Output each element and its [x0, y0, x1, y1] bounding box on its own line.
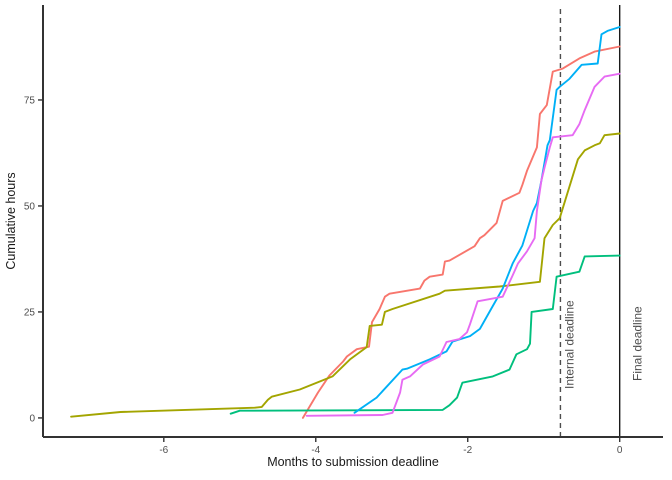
plot-area: -6 -4 -2 0 0 25 50 75 Internal deadline Final dea…	[24, 5, 663, 456]
series-line-project-olive	[70, 132, 621, 418]
x-tick-label: -4	[311, 445, 320, 456]
final-deadline-label: Final deadline	[631, 306, 645, 381]
y-tick-label: 75	[24, 95, 36, 106]
y-tick-label: 0	[29, 413, 35, 424]
y-tick-label: 25	[24, 307, 36, 318]
y-tick-label: 50	[24, 201, 36, 212]
series-line-project-magenta	[305, 72, 621, 417]
internal-deadline-label: Internal deadline	[562, 300, 576, 389]
series-line-project-red	[301, 45, 621, 419]
x-tick-label: -6	[159, 445, 168, 456]
series-line-project-blue	[353, 26, 621, 414]
series-line-project-green	[229, 254, 621, 415]
y-axis-title: Cumulative hours	[4, 172, 18, 269]
x-axis-title: Months to submission deadline	[267, 455, 439, 469]
x-tick-label: 0	[617, 445, 623, 456]
x-tick-label: -2	[463, 445, 472, 456]
